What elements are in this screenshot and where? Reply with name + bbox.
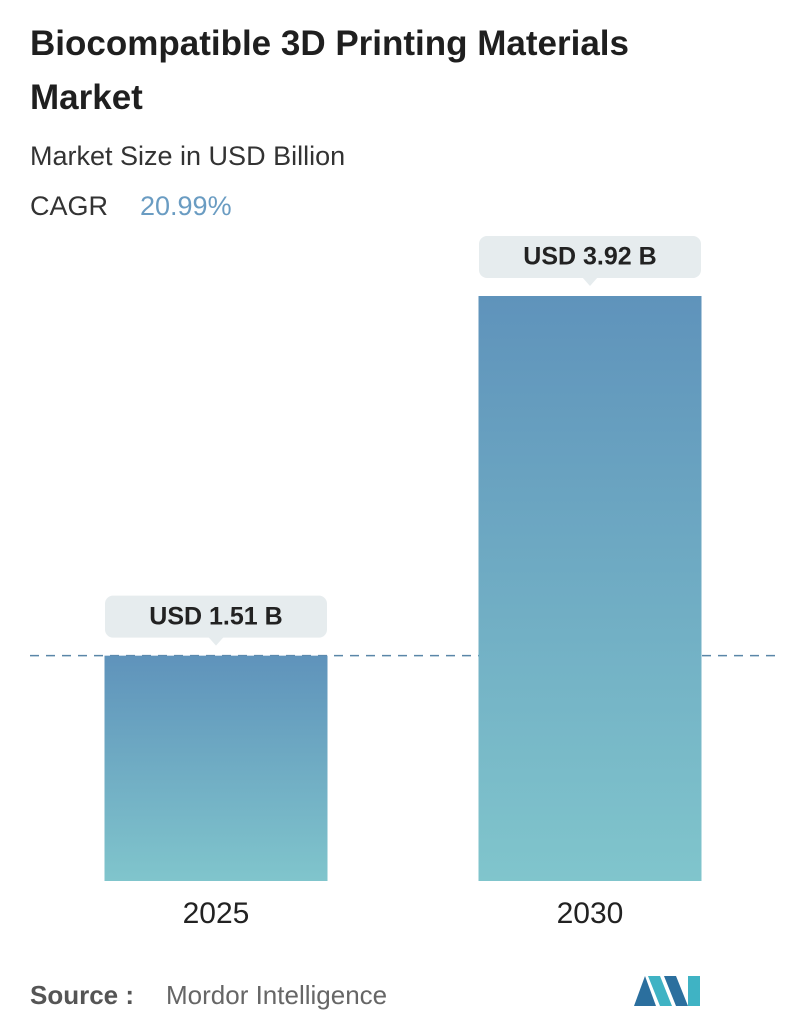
bar: [478, 296, 702, 881]
x-tick-label: 2025: [183, 897, 250, 930]
chart-title: Biocompatible 3D Printing Materials Marke…: [30, 24, 629, 117]
value-label-pointer: [582, 277, 598, 286]
value-label: USD 1.51 B: [149, 602, 282, 630]
source-label: Source :: [30, 980, 134, 1010]
cagr-value: 20.99%: [140, 191, 232, 221]
value-label-box: [105, 595, 327, 638]
logo: [634, 976, 700, 1006]
value-label: USD 3.92 B: [523, 243, 656, 271]
value-label-pointer: [208, 636, 224, 646]
x-tick-label: 2030: [557, 897, 624, 930]
source-name: Mordor Intelligence: [166, 980, 387, 1010]
chart-subtitle: Market Size in USD Billion: [30, 141, 345, 171]
value-label-box: [479, 236, 701, 278]
bar: [104, 655, 328, 881]
cagr-label: CAGR: [30, 191, 108, 221]
